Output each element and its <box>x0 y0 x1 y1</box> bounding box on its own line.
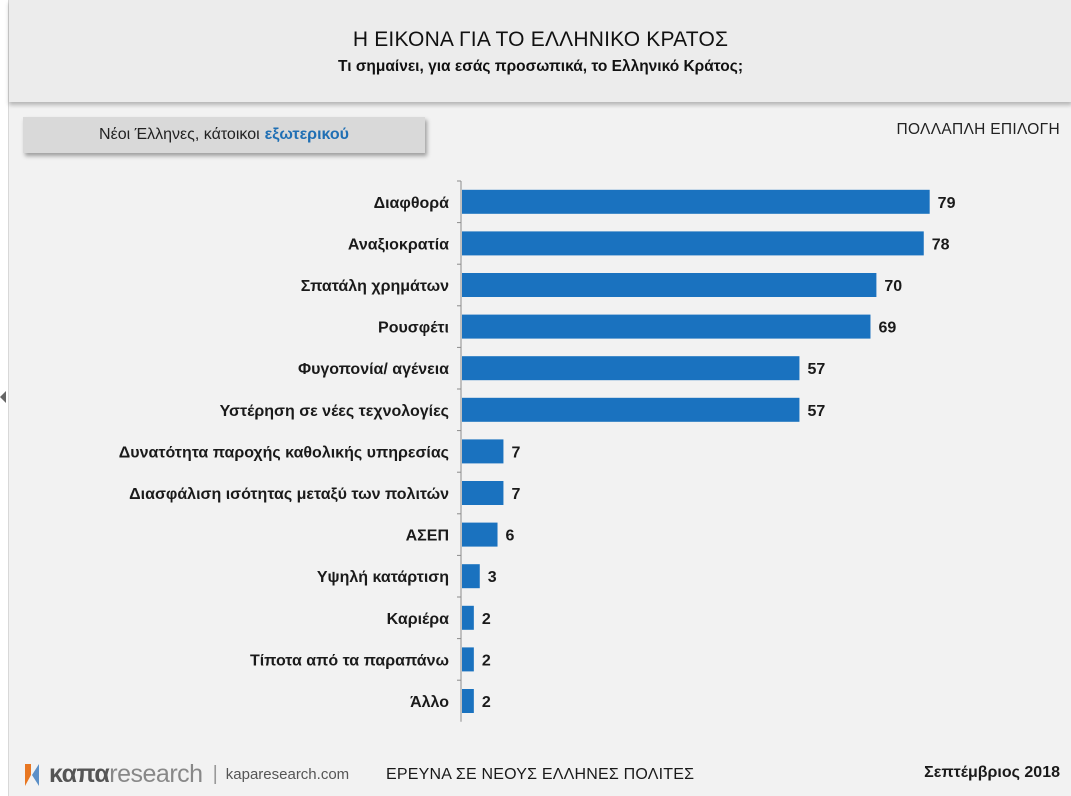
category-label: Δυνατότητα παροχής καθολικής υπηρεσίας <box>119 444 449 461</box>
bar <box>462 647 474 672</box>
bar <box>462 689 474 713</box>
data-label: 79 <box>938 195 956 212</box>
page-title: Η ΕΙΚΟΝΑ ΓΙΑ ΤΟ ΕΛΛΗΝΙΚΟ ΚΡΑΤΟΣ <box>352 28 729 51</box>
data-label: 2 <box>482 611 491 628</box>
bar <box>462 481 504 505</box>
logo-kapa: καπα <box>49 760 110 788</box>
category-label: Διαφθορά <box>374 195 450 212</box>
category-label: Υστέρηση σε νέες τεχνολογίες <box>220 403 449 420</box>
bar <box>462 356 800 381</box>
data-label: 57 <box>807 361 825 378</box>
sample-highlight: εξωτερικού <box>264 126 349 143</box>
category-label: Σπατάλη χρημάτων <box>301 278 449 295</box>
data-label: 70 <box>884 278 902 295</box>
data-label: 2 <box>482 652 491 669</box>
data-label: 3 <box>488 569 497 586</box>
data-label: 7 <box>511 444 520 461</box>
website-url[interactable]: kaparesearch.com <box>225 766 350 783</box>
bar <box>462 397 800 422</box>
page-subtitle: Τι σημαίνει, για εσάς προσωπικά, το Ελλη… <box>338 58 743 75</box>
multiple-choice-note: ΠΟΛΛΑΠΛΗ ΕΠΙΛΟΓΗ <box>896 121 1060 138</box>
sample-label-box: Νέοι Έλληνες, κάτοικοι εξωτερικού <box>23 117 425 153</box>
logo-research: research <box>109 760 203 788</box>
brand-logo: καπαresearch | kaparesearch.com <box>23 760 349 789</box>
category-label: Τίποτα από τα παραπάνω <box>250 652 449 669</box>
category-label: Διασφάλιση ισότητας μεταξύ των πολιτών <box>129 486 449 503</box>
bar-chart: Διαφθορά 79 Αναξιοκρατία 78 Σπατάλη χρημάτων… <box>119 180 956 722</box>
category-label: Καριέρα <box>387 611 449 628</box>
bar <box>462 564 480 589</box>
bar <box>462 605 474 630</box>
data-label: 6 <box>506 528 515 545</box>
category-label: Φυγοπονία/ αγένεια <box>298 361 449 378</box>
header: Η ΕΙΚΟΝΑ ΓΙΑ ΤΟ ΕΛΛΗΝΙΚΟ ΚΡΑΤΟΣ Τι σημαί… <box>9 0 1071 102</box>
bar <box>462 189 930 214</box>
logo-mark-icon <box>25 763 39 786</box>
bar <box>462 273 877 297</box>
data-label: 7 <box>511 486 520 503</box>
category-label: Ρουσφέτι <box>378 320 449 337</box>
logo-separator: | <box>212 763 218 785</box>
logo-wordmark: καπαresearch <box>49 760 203 789</box>
bar <box>462 522 498 547</box>
category-label: Υψηλή κατάρτιση <box>317 569 449 586</box>
category-label: Αναξιοκρατία <box>348 236 449 253</box>
data-label: 57 <box>807 403 825 420</box>
bar <box>462 439 504 464</box>
category-label: Άλλο <box>410 694 449 711</box>
slide: Η ΕΙΚΟΝΑ ΓΙΑ ΤΟ ΕΛΛΗΝΙΚΟ ΚΡΑΤΟΣ Τι σημαί… <box>8 0 1071 796</box>
left-edge-arrow-icon[interactable] <box>0 391 6 403</box>
data-label: 2 <box>482 694 491 711</box>
data-label: 78 <box>932 236 950 253</box>
data-label: 69 <box>878 320 896 337</box>
category-label: ΑΣΕΠ <box>406 528 449 545</box>
sample-label: Νέοι Έλληνες, κάτοικοι <box>99 126 260 143</box>
bar <box>462 314 871 339</box>
survey-date: Σεπτέμβριος 2018 <box>924 764 1060 781</box>
survey-name: ΕΡΕΥΝΑ ΣΕ ΝΕΟΥΣ ΕΛΛΗΝΕΣ ΠΟΛΙΤΕΣ <box>386 766 695 783</box>
bar <box>462 231 924 256</box>
